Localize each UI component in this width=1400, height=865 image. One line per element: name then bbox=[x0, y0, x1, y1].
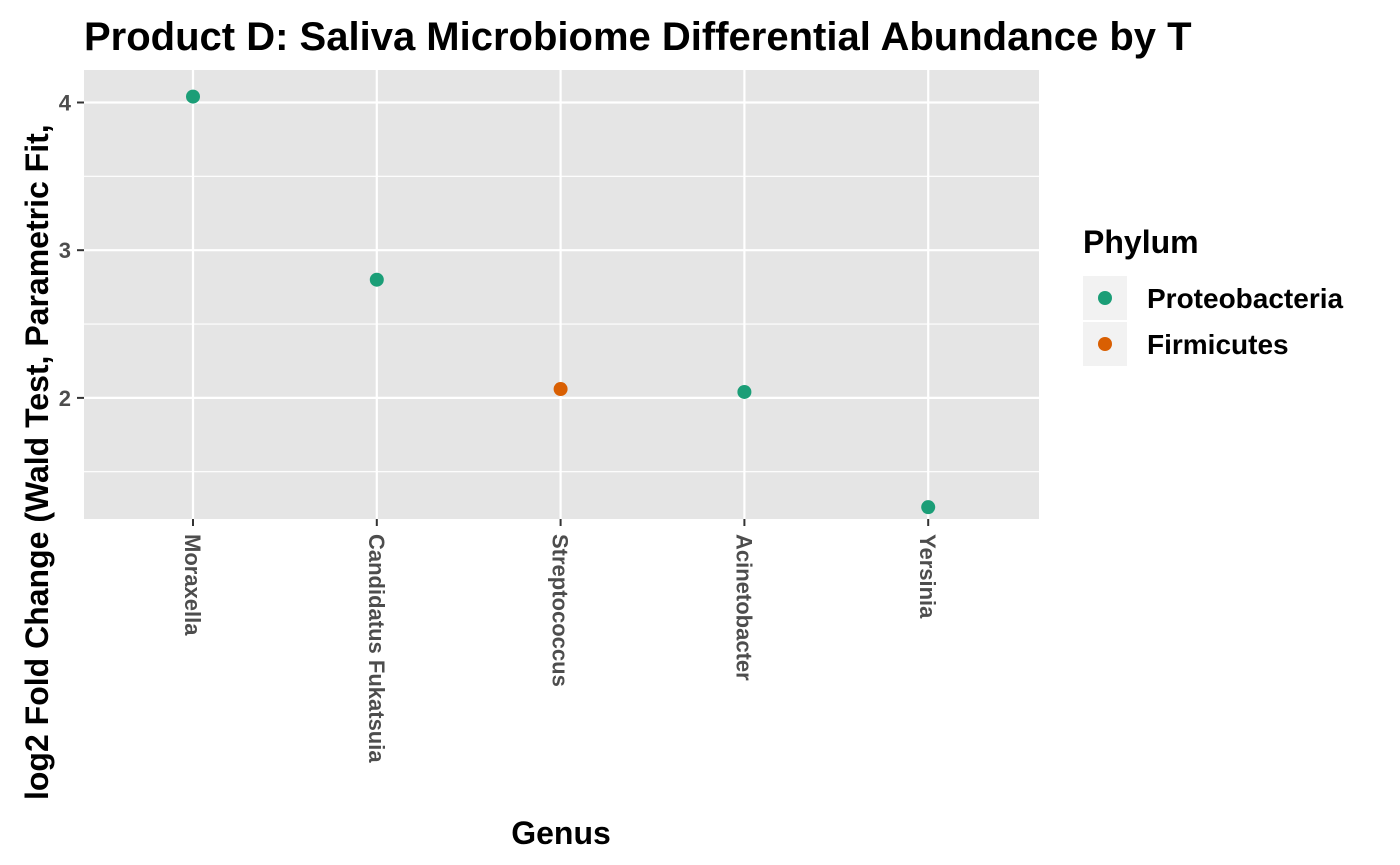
x-tick-label: Moraxella bbox=[180, 534, 205, 636]
y-axis: 2 3 4 bbox=[59, 90, 84, 411]
data-point bbox=[369, 272, 384, 287]
y-tick-label: 3 bbox=[59, 238, 71, 263]
data-point bbox=[737, 384, 752, 399]
data-point bbox=[921, 500, 936, 515]
x-tick-label: Candidatus Fukatsuia bbox=[364, 534, 389, 763]
x-axis: Moraxella Candidatus Fukatsuia Streptococc… bbox=[180, 519, 940, 763]
chart-title: Product D: Saliva Microbiome Differentia… bbox=[84, 15, 1192, 59]
legend-swatch bbox=[1098, 337, 1112, 351]
legend-label: Proteobacteria bbox=[1147, 283, 1343, 314]
y-tick-label: 4 bbox=[59, 90, 72, 115]
x-tick-label: Yersinia bbox=[915, 534, 940, 619]
x-axis-title: Genus bbox=[511, 815, 611, 851]
data-point bbox=[186, 89, 200, 104]
legend-label: Firmicutes bbox=[1147, 329, 1289, 360]
legend-swatch bbox=[1098, 291, 1112, 305]
x-tick-label: Acinetobacter bbox=[731, 534, 756, 681]
y-tick-label: 2 bbox=[59, 386, 71, 411]
legend-title: Phylum bbox=[1083, 224, 1199, 260]
data-point bbox=[553, 382, 568, 397]
data-points bbox=[186, 89, 936, 515]
y-axis-title: log2 Fold Change (Wald Test, Parametric … bbox=[19, 124, 55, 800]
legend: Phylum Proteobacteria Firmicutes bbox=[1083, 224, 1343, 366]
grid-major bbox=[84, 70, 1039, 519]
x-tick-label: Streptococcus bbox=[548, 534, 573, 687]
